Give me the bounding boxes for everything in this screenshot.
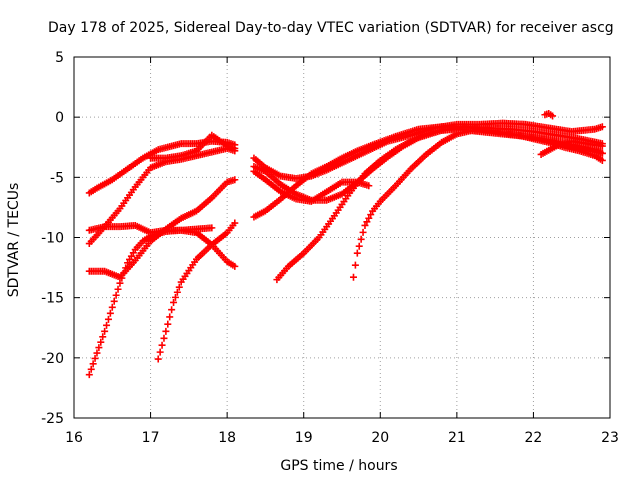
y-tick-label: -15 [41, 291, 64, 307]
series-track-14 [537, 137, 606, 158]
chart-title: Day 178 of 2025, Sidereal Day-to-day VTE… [48, 20, 614, 36]
x-tick-label: 17 [142, 430, 160, 446]
data-point [120, 269, 128, 277]
data-point [116, 279, 124, 287]
data-point [549, 112, 557, 120]
data-point [164, 320, 172, 328]
x-tick-label: 22 [525, 430, 543, 446]
series-track-13 [349, 126, 606, 281]
axis-ticks [73, 56, 611, 419]
data-point [367, 211, 375, 219]
data-point [231, 144, 239, 152]
data-point [361, 221, 369, 229]
data-point [160, 334, 168, 342]
data-point [598, 142, 606, 150]
data-point [85, 371, 93, 379]
y-tick-label: -5 [50, 170, 64, 186]
data-point [175, 283, 183, 291]
data-point [231, 219, 239, 227]
series-track-6 [154, 219, 239, 363]
data-point [598, 123, 606, 131]
data-point [101, 327, 109, 335]
data-point [99, 333, 107, 341]
data-point [171, 293, 179, 301]
data-point [103, 321, 111, 329]
data-point [598, 156, 606, 164]
data-point [108, 303, 116, 311]
x-tick-label: 16 [65, 430, 83, 446]
data-point [97, 338, 105, 346]
data-point [353, 249, 361, 257]
data-point [365, 214, 373, 222]
data-point [95, 344, 103, 352]
data-point [156, 348, 164, 356]
data-point [110, 297, 118, 305]
data-point [351, 261, 359, 269]
data-series [85, 110, 606, 379]
data-point [89, 360, 97, 368]
data-point [208, 224, 216, 232]
data-point [112, 291, 120, 299]
data-point [91, 354, 99, 362]
series-track-15 [541, 110, 557, 120]
y-axis-label: SDTVAR / TECUs [6, 183, 22, 298]
data-point [231, 176, 239, 184]
x-tick-label: 18 [218, 430, 236, 446]
data-point [173, 288, 181, 296]
data-point [166, 313, 174, 321]
data-point [170, 298, 178, 306]
data-point [231, 262, 239, 270]
data-point [158, 341, 166, 349]
data-point [349, 273, 357, 281]
x-tick-label: 20 [371, 430, 389, 446]
data-point [93, 349, 101, 357]
data-point [118, 274, 126, 282]
series-track-7 [147, 131, 239, 162]
x-axis-label: GPS time / hours [280, 458, 397, 474]
data-point [162, 327, 170, 335]
x-tick-label: 21 [448, 430, 466, 446]
data-point [87, 365, 95, 373]
data-point [122, 264, 130, 272]
data-point [363, 218, 371, 226]
y-tick-label: 5 [55, 50, 64, 66]
data-point [154, 355, 162, 363]
x-tick-label: 23 [601, 430, 619, 446]
y-tick-label: -20 [41, 351, 64, 367]
y-tick-label: 0 [55, 110, 64, 126]
data-point [357, 235, 365, 243]
y-tick-label: -25 [41, 411, 64, 427]
data-point [355, 242, 363, 250]
y-tick-label: -10 [41, 231, 64, 247]
data-point [168, 306, 176, 314]
series-track-12 [273, 125, 606, 284]
tick-labels: 16 17 18 19 20 21 22 23 -25 -20 -15 -10 -5 0 5 [41, 50, 619, 446]
data-point [104, 315, 112, 323]
data-point [598, 149, 606, 157]
data-point [114, 285, 122, 293]
grid [74, 57, 610, 418]
series-track-5 [85, 224, 216, 379]
data-point [365, 182, 373, 190]
data-point [106, 309, 114, 317]
x-tick-label: 19 [295, 430, 313, 446]
data-point [359, 228, 367, 236]
